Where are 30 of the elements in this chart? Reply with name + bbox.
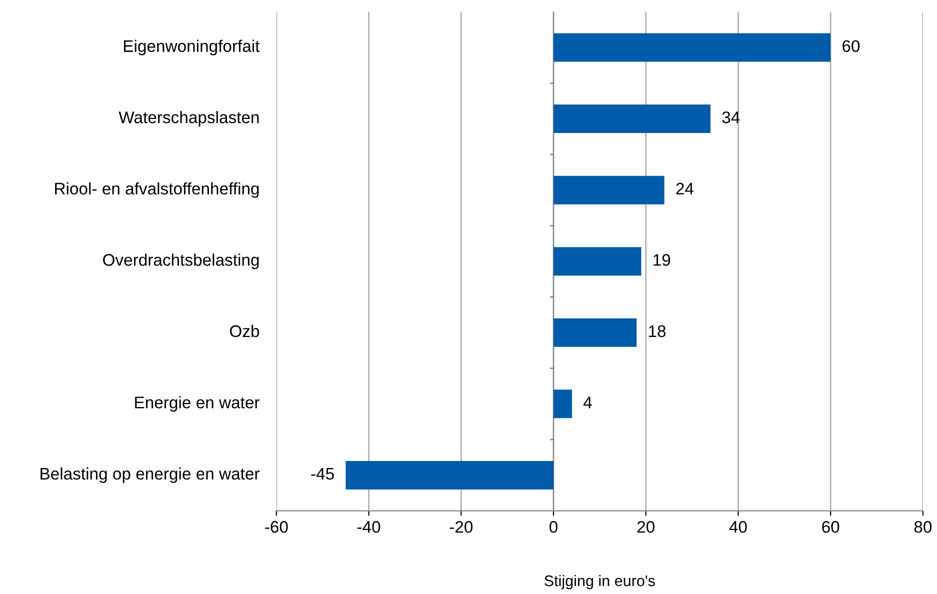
bar: [554, 176, 664, 204]
data-label: -45: [311, 468, 334, 480]
bar: [554, 318, 637, 347]
y-tick-label: Energie en water: [135, 396, 260, 412]
data-label: 24: [676, 182, 694, 194]
data-label: 18: [649, 325, 666, 338]
x-tick-label: 20: [637, 521, 654, 533]
x-axis-title: Stijging in euro's: [544, 574, 655, 590]
bar: [554, 104, 711, 134]
bar: [554, 247, 642, 276]
bar: [554, 390, 572, 418]
x-tick-label: 0: [550, 521, 558, 533]
y-tick-label: Waterschapslasten: [118, 111, 259, 127]
x-tick-label: -40: [357, 521, 380, 533]
y-tick-label: Riool- en afvalstoffenheffing: [55, 182, 259, 198]
bar: [346, 460, 554, 490]
x-tick-label: -20: [450, 521, 473, 533]
bar: [554, 33, 831, 62]
y-tick-label: Overdrachtsbelasting: [103, 254, 259, 270]
y-tick-label: Eigenwoningforfait: [124, 40, 260, 56]
data-label: 19: [654, 254, 670, 266]
x-tick-label: 40: [729, 521, 747, 533]
data-label: 4: [583, 396, 592, 408]
y-tick-label: Ozb: [230, 324, 260, 338]
x-tick-label: -60: [265, 521, 288, 533]
data-label: 60: [842, 40, 860, 52]
x-tick-label: 60: [822, 521, 840, 533]
data-label: 34: [722, 111, 740, 124]
y-tick-label: Belasting op energie en water: [40, 467, 260, 483]
x-tick-label: 80: [914, 521, 932, 533]
